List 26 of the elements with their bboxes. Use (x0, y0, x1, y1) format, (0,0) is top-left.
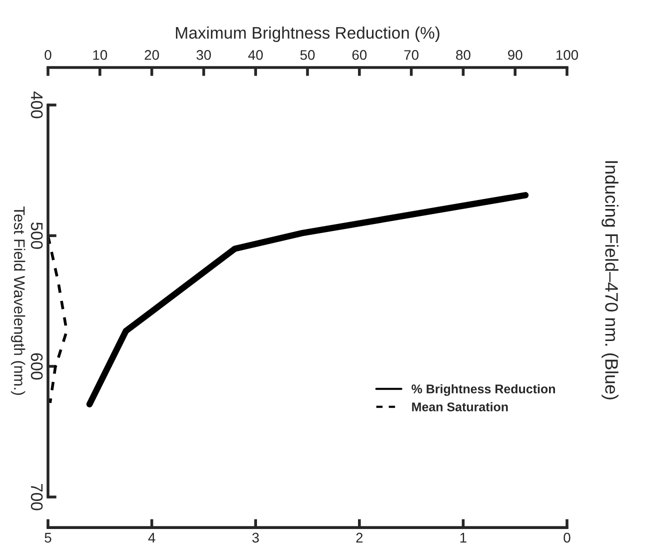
x2-tick-label: 40 (248, 50, 263, 60)
x2-tick-label: 90 (508, 50, 522, 60)
x-tick-label: 1 (460, 532, 466, 542)
y-tick-label: 700 (30, 484, 43, 510)
x2-tick-label: 80 (456, 50, 470, 60)
x2-tick-label: 10 (93, 50, 108, 60)
legend-label: % Brightness Reduction (412, 384, 555, 396)
y-tick-label: 400 (30, 91, 43, 118)
x-tick-label: 0 (564, 532, 570, 543)
x2-tick-label: 70 (404, 50, 418, 60)
x-tick-label: 5 (44, 532, 52, 543)
x-tick-label: 2 (356, 532, 363, 542)
text: Inducing Field–470 nm. (Blue) (602, 161, 618, 400)
x2-tick-label: 60 (352, 50, 367, 60)
y-tick-label: 600 (30, 353, 43, 380)
x-tick-label: 3 (252, 532, 259, 543)
x-tick-label: 4 (148, 532, 156, 542)
y-axis-title: Test Field Wavelength (nm.) (10, 206, 26, 395)
x2-tick-label: 20 (144, 50, 159, 60)
x2-tick-label: 30 (196, 50, 211, 60)
x2-tick-label: 100 (556, 50, 578, 60)
x2-tick-label: 0 (44, 50, 52, 60)
x2-axis-title: Maximum Brightness Reduction (%) (176, 26, 440, 42)
legend-label: Mean Saturation (412, 402, 508, 412)
y-tick-label: 500 (30, 222, 43, 249)
x2-tick-label: 50 (300, 50, 315, 60)
